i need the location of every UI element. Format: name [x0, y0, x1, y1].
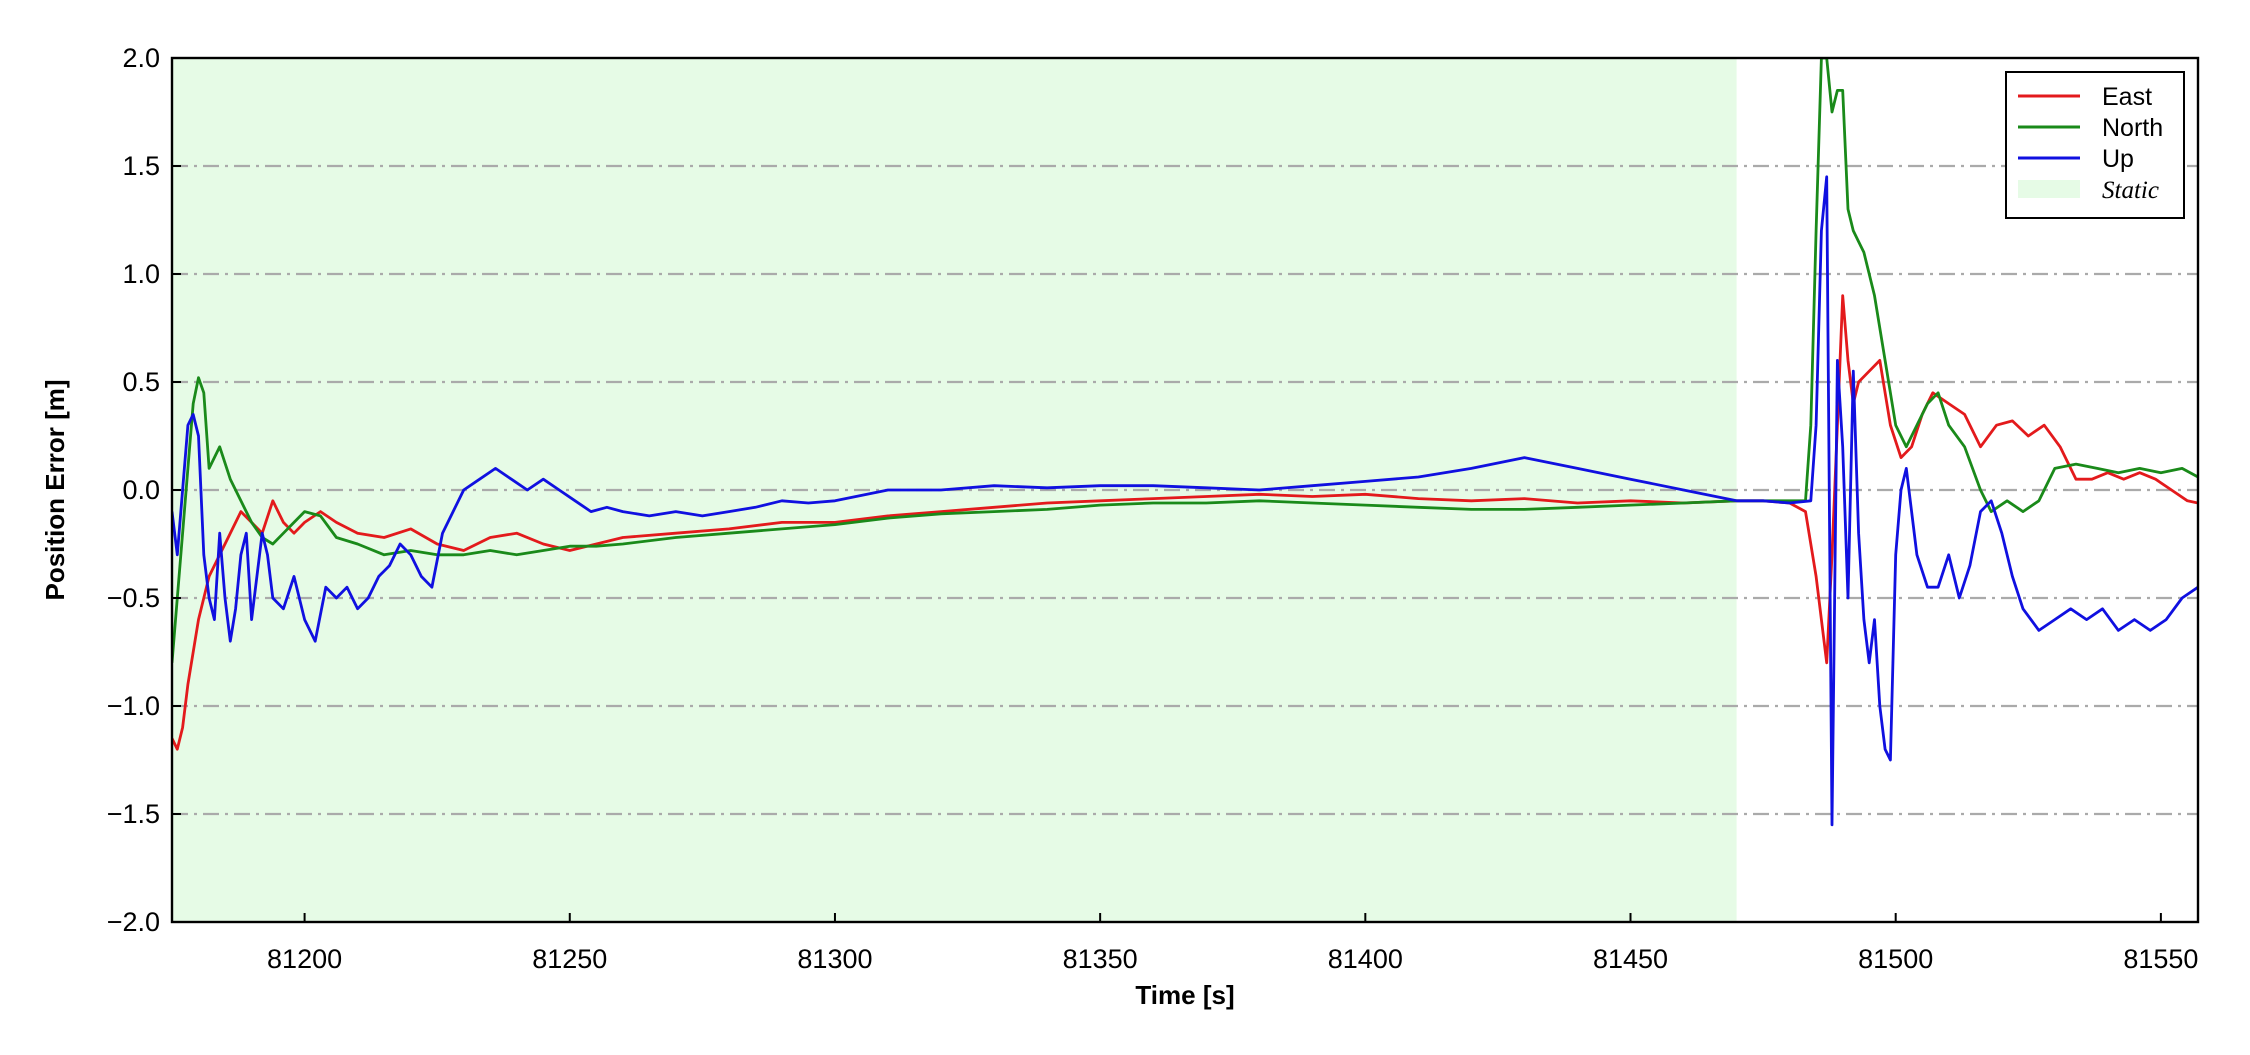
legend-label-up: Up	[2102, 145, 2134, 173]
x-tick-label-7: 81550	[2123, 944, 2198, 974]
x-tick-label-3: 81350	[1063, 944, 1138, 974]
y-tick-label-2: −1.0	[107, 691, 160, 721]
legend-swatch-static	[2018, 180, 2080, 198]
y-tick-label-0: −2.0	[107, 907, 160, 937]
series-line-up	[172, 175, 2198, 827]
x-tick-label-2: 81300	[797, 944, 872, 974]
y-axis-label: Position Error [m]	[40, 379, 70, 600]
x-tick-label-1: 81250	[532, 944, 607, 974]
x-axis-label: Time [s]	[1135, 980, 1234, 1010]
series-line-east	[172, 294, 2198, 751]
series-lines	[172, 58, 2198, 827]
y-axis-ticks: −2.0 −1.5 −1.0 −0.5 0.0 0.5 1.0 1.5 2.0	[107, 43, 181, 937]
y-tick-label-8: 2.0	[122, 43, 160, 73]
legend: East North Up Static	[2005, 71, 2185, 219]
y-tick-label-5: 0.5	[122, 367, 160, 397]
y-tick-label-3: −0.5	[107, 583, 160, 613]
y-tick-label-1: −1.5	[107, 799, 160, 829]
y-tick-label-6: 1.0	[122, 259, 160, 289]
x-tick-label-0: 81200	[267, 944, 342, 974]
legend-label-north: North	[2102, 114, 2163, 142]
x-tick-label-5: 81450	[1593, 944, 1668, 974]
legend-label-static: Static	[2102, 177, 2159, 204]
x-axis-ticks: 81200 81250 81300 81350 81400 81450 81500 81550	[267, 913, 2198, 974]
x-tick-label-6: 81500	[1858, 944, 1933, 974]
legend-label-east: East	[2102, 83, 2152, 111]
x-tick-label-4: 81400	[1328, 944, 1403, 974]
series-line-north	[172, 58, 2198, 663]
y-tick-label-4: 0.0	[122, 475, 160, 505]
y-tick-label-7: 1.5	[122, 151, 160, 181]
